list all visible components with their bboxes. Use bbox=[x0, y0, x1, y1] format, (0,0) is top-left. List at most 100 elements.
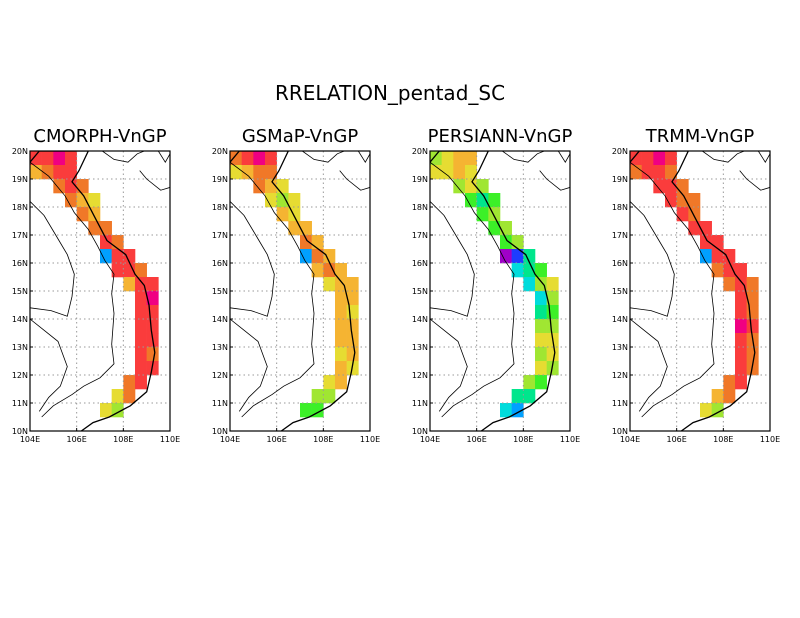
lat-tick-label: 19N bbox=[412, 175, 428, 184]
correlation-cell bbox=[465, 193, 477, 208]
lat-tick-label: 19N bbox=[12, 175, 28, 184]
correlation-cell bbox=[511, 403, 524, 418]
correlation-cell bbox=[135, 291, 147, 306]
correlation-cell bbox=[641, 151, 654, 166]
correlation-cell bbox=[135, 375, 147, 390]
lon-tick-label: 110E bbox=[360, 435, 380, 444]
correlation-cell bbox=[135, 263, 147, 278]
correlation-cell bbox=[735, 361, 747, 376]
correlation-cell bbox=[523, 375, 536, 390]
correlation-cell bbox=[311, 249, 324, 264]
country-border bbox=[430, 318, 468, 412]
map-panel-gsmap: GSMaP-VnGP 10N 11N 12N 13N 14N 15N 16N 17N 18N 19N… bbox=[212, 126, 380, 444]
correlation-cell bbox=[723, 389, 736, 404]
correlation-cell bbox=[430, 165, 442, 180]
correlation-cell bbox=[711, 235, 724, 250]
correlation-cell bbox=[488, 221, 501, 236]
correlation-cell bbox=[676, 207, 689, 222]
correlation-cell bbox=[30, 151, 42, 166]
correlation-cell bbox=[146, 347, 159, 362]
correlation-cell bbox=[441, 151, 454, 166]
correlation-cell bbox=[700, 235, 712, 250]
lat-tick-label: 18N bbox=[12, 203, 28, 212]
correlation-cell bbox=[676, 179, 689, 194]
correlation-cell bbox=[135, 333, 147, 348]
correlation-cell bbox=[665, 193, 677, 208]
lat-tick-label: 20N bbox=[212, 147, 228, 156]
correlation-cell bbox=[41, 165, 54, 180]
correlation-cell bbox=[100, 403, 112, 418]
correlation-cell bbox=[465, 165, 477, 180]
correlation-cell bbox=[335, 375, 347, 390]
lat-tick-label: 16N bbox=[212, 259, 228, 268]
correlation-cell bbox=[265, 179, 277, 194]
correlation-cell bbox=[735, 375, 747, 390]
lat-tick-label: 14N bbox=[412, 315, 428, 324]
correlation-cell bbox=[146, 291, 159, 306]
correlation-cell bbox=[230, 151, 242, 166]
correlation-cell bbox=[346, 277, 359, 292]
lon-tick-label: 108E bbox=[513, 435, 533, 444]
correlation-cell bbox=[111, 235, 124, 250]
correlation-cell bbox=[323, 249, 336, 264]
lon-tick-label: 108E bbox=[113, 435, 133, 444]
correlation-cell bbox=[676, 193, 689, 208]
country-border bbox=[139, 170, 170, 191]
correlation-cell bbox=[100, 235, 112, 250]
correlation-cell bbox=[76, 179, 89, 194]
correlation-cell bbox=[511, 249, 524, 264]
correlation-cell bbox=[453, 165, 466, 180]
lat-tick-label: 16N bbox=[612, 259, 628, 268]
lat-tick-label: 14N bbox=[12, 315, 28, 324]
correlation-cell bbox=[500, 235, 512, 250]
correlation-cell bbox=[523, 249, 536, 264]
correlation-cell bbox=[465, 151, 477, 166]
correlation-cell bbox=[546, 305, 559, 320]
correlation-cell bbox=[535, 375, 547, 390]
lat-tick-label: 15N bbox=[612, 287, 628, 296]
correlation-cell bbox=[711, 389, 724, 404]
lat-tick-label: 17N bbox=[12, 231, 28, 240]
correlation-cell bbox=[123, 249, 136, 264]
correlation-cell bbox=[476, 193, 489, 208]
correlation-cell bbox=[653, 165, 666, 180]
correlation-cell bbox=[76, 193, 89, 208]
correlation-cell bbox=[335, 361, 347, 376]
correlation-cell bbox=[265, 151, 277, 166]
lat-tick-label: 10N bbox=[12, 427, 28, 436]
lon-tick-label: 104E bbox=[620, 435, 640, 444]
country-border bbox=[157, 151, 170, 163]
correlation-cell bbox=[311, 235, 324, 250]
panel-title: TRMM-VnGP bbox=[645, 126, 755, 147]
correlation-cell bbox=[30, 165, 42, 180]
correlation-cell bbox=[723, 263, 736, 278]
correlation-cell bbox=[146, 277, 159, 292]
lat-tick-label: 11N bbox=[212, 399, 228, 408]
correlation-cell bbox=[653, 151, 666, 166]
correlation-cell bbox=[453, 151, 466, 166]
correlation-cell bbox=[230, 165, 242, 180]
correlation-cell bbox=[746, 305, 759, 320]
lat-tick-label: 19N bbox=[612, 175, 628, 184]
correlation-cell bbox=[300, 403, 312, 418]
correlation-cell bbox=[311, 403, 324, 418]
correlation-cell bbox=[630, 165, 642, 180]
lon-tick-label: 110E bbox=[160, 435, 180, 444]
map-panel-persiann: PERSIANN-VnGP 10N 11N 12N 13N 14N 15N 16N 17N 18N… bbox=[412, 126, 580, 444]
lat-tick-label: 11N bbox=[612, 399, 628, 408]
lon-tick-label: 106E bbox=[67, 435, 87, 444]
correlation-cell bbox=[253, 179, 266, 194]
correlation-cell bbox=[523, 277, 536, 292]
lon-tick-label: 104E bbox=[220, 435, 240, 444]
country-border bbox=[230, 318, 268, 412]
correlation-cell bbox=[41, 151, 54, 166]
correlation-cell bbox=[335, 277, 347, 292]
correlation-cell bbox=[335, 333, 347, 348]
correlation-cell bbox=[65, 151, 77, 166]
map-panel-cmorph: CMORPH-VnGP 10N 11N 12N 13N 14N 15N 16N 17N 18N 19… bbox=[12, 126, 180, 444]
country-border bbox=[557, 151, 570, 163]
correlation-cell bbox=[123, 277, 136, 292]
correlation-cell bbox=[711, 249, 724, 264]
coastline bbox=[30, 151, 156, 431]
country-border bbox=[739, 170, 770, 191]
